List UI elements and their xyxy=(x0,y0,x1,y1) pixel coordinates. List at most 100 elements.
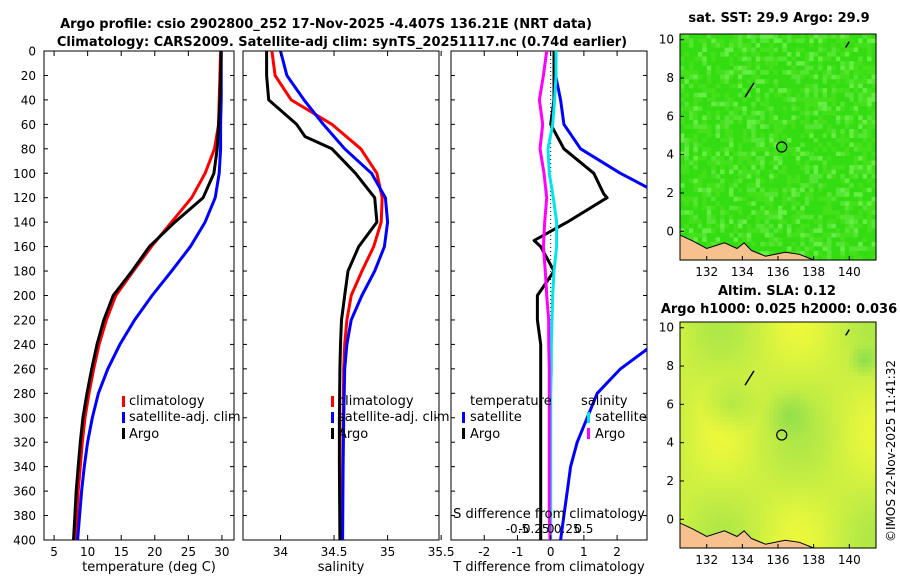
map-cell xyxy=(680,471,686,477)
map-cell xyxy=(720,380,726,386)
map-cell xyxy=(720,371,726,377)
map-cell xyxy=(822,47,828,53)
map-cell xyxy=(773,43,779,49)
map-cell xyxy=(773,335,779,341)
map-cell xyxy=(742,421,748,427)
map-cell xyxy=(867,38,873,44)
map-x-tick-label: 138 xyxy=(802,553,825,567)
map-cell xyxy=(795,498,801,504)
map-cell xyxy=(729,92,735,98)
map-cell xyxy=(867,376,873,382)
map-cell xyxy=(702,205,708,211)
map-cell xyxy=(831,340,837,346)
map-cell xyxy=(688,507,694,513)
map-cell xyxy=(827,178,833,184)
map-cell xyxy=(858,358,864,364)
map-cell xyxy=(697,56,703,62)
map-cell xyxy=(822,385,828,391)
map-cell xyxy=(867,124,873,130)
map-cell xyxy=(764,493,770,499)
map-cell xyxy=(867,362,873,368)
map-cell xyxy=(684,385,690,391)
map-cell xyxy=(720,457,726,463)
map-cell xyxy=(737,430,743,436)
map-cell xyxy=(778,34,784,40)
map-cell xyxy=(871,439,877,445)
map-cell xyxy=(773,489,779,495)
map-cell xyxy=(822,61,828,67)
x-tick-label: 0 xyxy=(547,545,555,559)
map-cell xyxy=(791,421,797,427)
map-cell xyxy=(706,241,712,248)
map-cell xyxy=(809,520,815,526)
map-cell xyxy=(818,353,824,359)
map-cell xyxy=(729,425,735,432)
map-cell xyxy=(804,183,810,189)
map-cell xyxy=(862,160,868,166)
map-cell xyxy=(751,385,757,391)
map-cell xyxy=(702,435,708,441)
map-cell xyxy=(724,412,730,418)
map-cell xyxy=(849,371,855,377)
map-cell xyxy=(800,502,806,508)
map-cell xyxy=(746,74,752,80)
map-cell xyxy=(867,219,873,225)
map-cell xyxy=(853,322,859,328)
map-cell xyxy=(804,435,810,441)
map-cell xyxy=(858,128,864,135)
map-cell xyxy=(773,88,779,94)
map-cell xyxy=(791,97,797,103)
map-cell xyxy=(760,250,766,257)
map-cell xyxy=(840,101,846,107)
map-cell xyxy=(706,471,712,477)
map-cell xyxy=(702,371,708,377)
map-cell xyxy=(871,56,877,62)
map-cell xyxy=(746,83,752,89)
map-cell xyxy=(693,511,699,517)
map-cell xyxy=(804,371,810,377)
map-cell xyxy=(742,516,748,522)
map-cell xyxy=(871,52,877,58)
map-cell xyxy=(858,376,864,382)
map-cell xyxy=(680,133,686,139)
map-cell xyxy=(711,219,717,225)
map-cell xyxy=(809,493,815,499)
map-cell xyxy=(862,133,868,139)
map-cell xyxy=(786,137,792,144)
map-cell xyxy=(684,97,690,103)
map-cell xyxy=(862,192,868,198)
map-cell xyxy=(786,169,792,175)
map-cell xyxy=(720,128,726,135)
map-cell xyxy=(867,237,873,243)
map-cell xyxy=(702,498,708,504)
map-cell xyxy=(715,322,721,328)
map-cell xyxy=(773,156,779,162)
map-cell xyxy=(858,534,864,540)
map-cell xyxy=(840,358,846,364)
map-cell xyxy=(742,462,748,468)
map-cell xyxy=(693,142,699,148)
map-cell xyxy=(844,326,850,332)
map-cell xyxy=(791,79,797,85)
map-cell xyxy=(822,412,828,418)
map-cell xyxy=(840,232,846,238)
depth-tick-label: 300 xyxy=(13,411,36,425)
map-cell xyxy=(755,534,761,540)
map-cell xyxy=(849,137,855,144)
map-cell xyxy=(693,439,699,445)
map-cell xyxy=(840,529,846,536)
map-cell xyxy=(720,349,726,355)
map-cell xyxy=(697,529,703,536)
map-cell xyxy=(706,362,712,368)
map-cell xyxy=(764,250,770,257)
map-cell xyxy=(769,237,775,243)
map-cell xyxy=(706,88,712,94)
map-cell xyxy=(827,34,833,40)
map-cell xyxy=(715,88,721,94)
map-cell xyxy=(795,156,801,162)
map-cell xyxy=(818,466,824,472)
map-cell xyxy=(853,219,859,225)
map-cell xyxy=(844,389,850,395)
map-cell xyxy=(786,376,792,382)
island xyxy=(845,41,850,48)
